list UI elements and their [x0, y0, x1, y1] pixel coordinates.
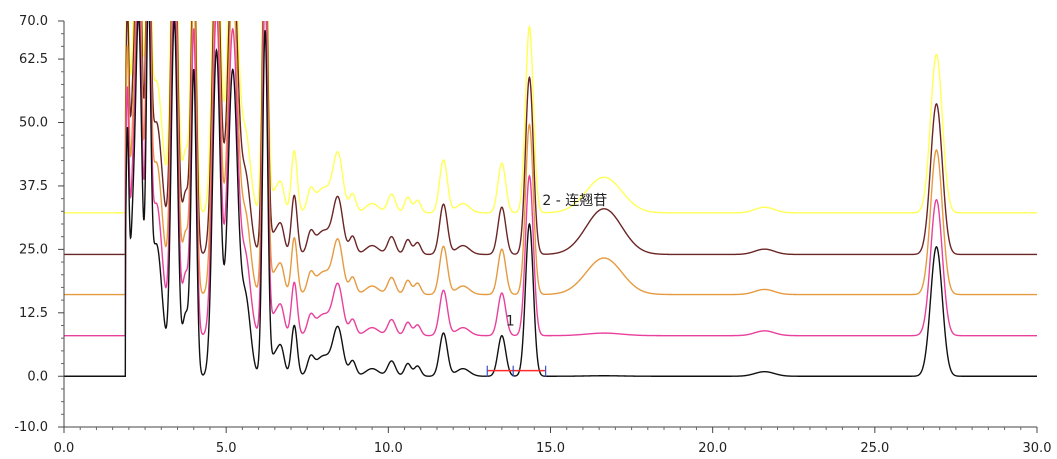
x-axis-ticks: 0.0 5.0 10.0 15.0 20.0 25.0 30.0	[54, 427, 1052, 456]
y-axis-ticks: 70.0 62.5 50.0 37.5 25.0 12.5 0.0 -10.0	[14, 14, 64, 435]
peak-annotations: 1 2 - 连翘苷	[506, 193, 608, 329]
peak-label: 1	[506, 314, 515, 330]
x-tick-label: 25.0	[860, 441, 889, 456]
x-tick-label: 5.0	[216, 441, 237, 456]
chromatogram-trace	[64, 21, 1037, 214]
x-tick-label: 0.0	[54, 441, 75, 456]
y-tick-label: 62.5	[19, 52, 48, 67]
y-tick-label: 70.0	[19, 14, 48, 29]
x-tick-label: 10.0	[374, 441, 403, 456]
x-tick-label: 20.0	[698, 441, 727, 456]
y-tick-label: 25.0	[19, 242, 48, 257]
chromatogram-trace	[64, 21, 1037, 256]
integration-marks	[486, 365, 547, 377]
peak-label: 2 - 连翘苷	[542, 193, 607, 209]
chromatogram-trace	[64, 21, 1037, 377]
chromatogram-trace	[64, 21, 1037, 337]
x-tick-label: 30.0	[1023, 441, 1052, 456]
y-tick-label: 37.5	[19, 179, 48, 194]
y-tick-label: 0.0	[27, 369, 48, 384]
y-tick-label: -10.0	[14, 420, 48, 435]
chromatogram-traces	[64, 21, 1037, 377]
y-tick-label: 12.5	[19, 306, 48, 321]
x-tick-label: 15.0	[536, 441, 565, 456]
chromatogram-trace	[64, 21, 1037, 296]
y-tick-label: 50.0	[19, 116, 48, 131]
